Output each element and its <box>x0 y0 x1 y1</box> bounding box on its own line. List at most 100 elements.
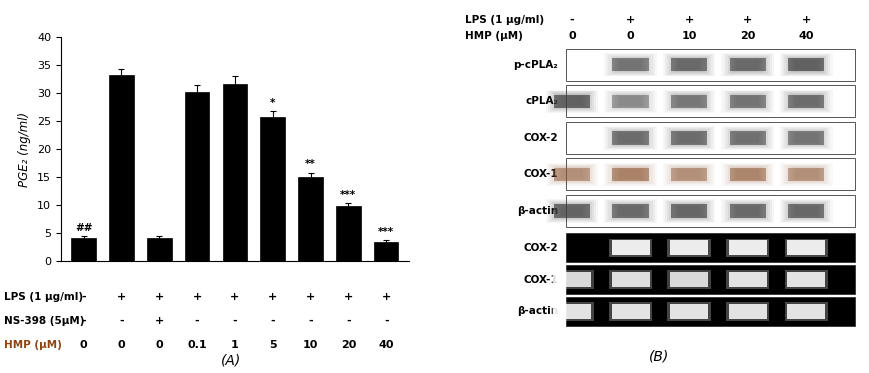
Bar <box>675 95 702 107</box>
Bar <box>603 53 656 76</box>
Text: **: ** <box>305 159 315 169</box>
Bar <box>729 204 765 217</box>
Bar <box>607 55 652 75</box>
Text: COX-2: COX-2 <box>523 243 557 253</box>
Bar <box>109 75 134 261</box>
Bar <box>720 53 773 76</box>
Text: -: - <box>232 316 237 326</box>
Text: -: - <box>569 15 574 25</box>
Text: β-actin: β-actin <box>516 307 557 316</box>
Bar <box>611 304 649 319</box>
Bar <box>781 54 830 75</box>
Text: 10: 10 <box>680 31 696 41</box>
Bar <box>669 272 707 287</box>
Bar <box>619 206 641 216</box>
Bar <box>552 166 591 183</box>
Bar <box>729 57 765 73</box>
Text: HMP (μM): HMP (μM) <box>465 31 522 41</box>
Text: 20: 20 <box>740 31 754 41</box>
Bar <box>784 270 827 289</box>
Bar <box>725 128 769 148</box>
Bar <box>662 90 714 113</box>
Bar <box>554 203 589 219</box>
Bar <box>667 128 710 148</box>
Bar <box>787 203 823 219</box>
Bar <box>607 164 652 184</box>
Bar <box>549 201 594 221</box>
Bar <box>560 96 582 106</box>
Bar <box>560 206 582 216</box>
Bar <box>669 304 707 319</box>
Text: +: + <box>230 292 239 301</box>
Bar <box>723 163 771 185</box>
Bar <box>792 168 819 180</box>
Bar <box>616 132 643 144</box>
Bar <box>664 200 713 222</box>
Bar <box>792 95 819 107</box>
Bar <box>786 56 826 73</box>
Bar <box>677 60 700 70</box>
Bar <box>677 206 700 216</box>
Bar <box>792 59 819 71</box>
Bar <box>555 94 587 108</box>
Bar <box>603 126 656 150</box>
Bar <box>723 91 771 112</box>
Bar <box>786 93 826 110</box>
Bar <box>720 90 773 113</box>
Bar <box>675 59 702 71</box>
Text: +: + <box>684 15 693 25</box>
Bar <box>725 270 768 289</box>
Bar <box>677 96 700 106</box>
Bar <box>673 204 704 218</box>
Bar <box>610 202 650 220</box>
Bar <box>552 93 591 110</box>
Text: 5: 5 <box>269 340 276 350</box>
Bar <box>787 130 823 146</box>
Bar <box>732 94 762 108</box>
Bar <box>670 131 706 144</box>
Bar <box>670 204 706 217</box>
Text: +: + <box>800 15 810 25</box>
Bar <box>779 199 832 223</box>
Bar <box>735 206 758 216</box>
Bar <box>727 129 766 147</box>
Bar <box>566 48 854 81</box>
Bar <box>566 85 854 117</box>
Bar <box>612 130 647 146</box>
Bar <box>781 163 830 185</box>
Bar <box>733 132 760 144</box>
Bar <box>673 131 704 145</box>
Text: ##: ## <box>75 223 92 233</box>
Bar <box>616 205 643 217</box>
Bar <box>677 133 700 143</box>
Bar <box>554 167 589 181</box>
Bar <box>671 130 706 146</box>
Bar <box>783 164 827 184</box>
Bar <box>607 128 652 148</box>
Bar <box>787 58 824 72</box>
Bar <box>554 166 589 182</box>
Bar <box>614 94 646 108</box>
Text: 0.1: 0.1 <box>187 340 207 350</box>
Text: COX-1: COX-1 <box>523 169 557 179</box>
Text: *: * <box>269 98 275 108</box>
Text: +: + <box>625 15 634 25</box>
Bar <box>614 131 646 145</box>
Bar <box>781 127 830 148</box>
Bar <box>671 166 706 182</box>
Bar <box>612 167 647 181</box>
Bar <box>725 164 769 184</box>
Bar <box>610 129 650 147</box>
Bar <box>662 199 714 223</box>
Y-axis label: PGE₂ (ng/ml): PGE₂ (ng/ml) <box>18 112 31 187</box>
Bar <box>606 54 654 75</box>
Bar <box>667 55 710 75</box>
Bar <box>670 58 706 72</box>
Text: p-cPLA₂: p-cPLA₂ <box>513 60 557 70</box>
Bar <box>732 167 762 181</box>
Bar <box>670 167 706 181</box>
Text: +: + <box>381 292 390 301</box>
Bar <box>667 270 710 289</box>
Bar <box>664 91 713 112</box>
Bar <box>554 95 589 108</box>
